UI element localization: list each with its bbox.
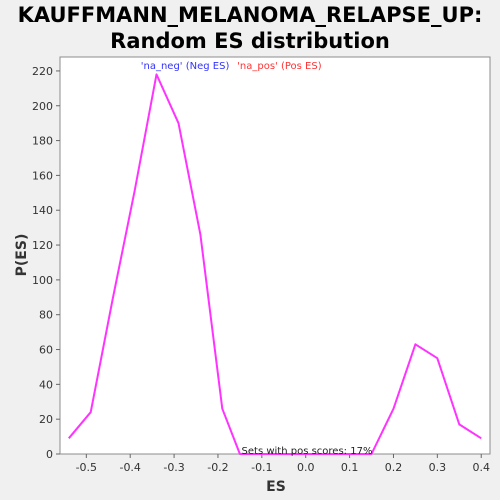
y-tick-label: 80 [39,309,53,322]
x-tick-label: 0.2 [385,461,403,474]
y-tick-label: 120 [32,239,53,252]
y-tick-label: 220 [32,65,53,78]
y-tick-label: 0 [46,448,53,461]
y-tick-label: 200 [32,100,53,113]
chart-title: KAUFFMANN_MELANOMA_RELAPSE_UP: Random ES… [0,2,500,54]
x-tick-label: -0.5 [76,461,97,474]
y-axis-label: P(ES) [14,234,30,277]
x-tick-label: -0.3 [163,461,184,474]
legend-entry: 'na_pos' (Pos ES) [237,61,322,72]
chart-title-line-2: Random ES distribution [110,29,390,53]
y-tick-label: 160 [32,169,53,182]
series-layer [68,73,482,455]
y-tick-label: 140 [32,204,53,217]
x-tick-label: 0.3 [429,461,447,474]
y-axis: 0 20 40 60 80 100 120 140 160 180 200 220 [32,65,60,461]
legend-entry: 'na_neg' (Neg ES) [141,61,230,72]
chart-title-line-1: KAUFFMANN_MELANOMA_RELAPSE_UP: [17,3,483,27]
plot-area [59,56,491,455]
y-tick-label: 40 [39,378,53,391]
x-tick-label: -0.1 [251,461,272,474]
x-axis: -0.5 -0.4 -0.3 -0.2 -0.1 0.0 0.1 0.2 0.3 0.4 [76,454,490,474]
y-tick-label: 180 [32,135,53,148]
x-tick-label: -0.4 [119,461,140,474]
es-density-line [68,73,482,455]
y-tick-label: 20 [39,413,53,426]
x-tick-label: 0.1 [341,461,359,474]
y-tick-label: 60 [39,344,53,357]
pos-scores-annotation: Sets with pos scores: 17% [242,446,373,457]
x-tick-label: 0.4 [472,461,490,474]
y-tick-label: 100 [32,274,53,287]
x-tick-label: 0.0 [297,461,315,474]
legend: 'na_neg' (Neg ES) 'na_pos' (Pos ES) [141,61,322,72]
x-tick-label: -0.2 [207,461,228,474]
x-axis-label: ES [266,479,286,495]
